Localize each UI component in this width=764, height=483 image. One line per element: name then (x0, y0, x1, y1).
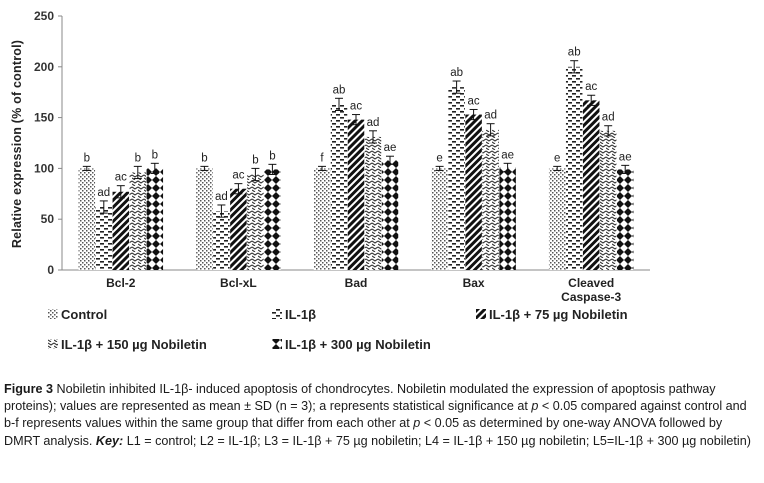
bar (548, 168, 566, 270)
legend: Control IL-1β IL-1β + 75 µg Nobiletin IL-1β… (48, 307, 628, 352)
caption-text-3: < 0.05 as determined by one-way ANOVA fo… (4, 416, 723, 448)
significance-label: b (252, 154, 258, 166)
category-label: Bcl-xL (220, 276, 257, 290)
bar (565, 66, 583, 270)
bar (213, 211, 230, 270)
significance-label: e (554, 152, 560, 164)
bar (465, 114, 482, 270)
y-axis-label: Relative expression (% of control) (10, 40, 24, 248)
bar (381, 160, 399, 270)
y-tick-label: 100 (34, 161, 54, 175)
legend-swatch (48, 339, 58, 349)
significance-label: ae (384, 142, 397, 154)
legend-swatch (48, 309, 58, 319)
legend-swatch (272, 309, 282, 319)
significance-label: ac (585, 81, 597, 93)
bar (448, 87, 465, 271)
y-tick-label: 50 (41, 212, 55, 226)
bar (330, 104, 348, 270)
significance-label: ab (450, 67, 463, 79)
category-label: Cleaved (568, 276, 614, 290)
bar-chart: Relative expression (% of control) 0 50 10… (10, 9, 650, 352)
bar (146, 168, 164, 270)
legend-label: IL-1β + 75 µg Nobiletin (489, 307, 628, 322)
y-tick-label: 200 (34, 60, 54, 74)
legend-label: IL-1β + 300 µg Nobiletin (285, 337, 431, 352)
bar (95, 207, 113, 270)
y-tick-label: 0 (47, 263, 54, 277)
legend-label: Control (61, 307, 107, 322)
bar (431, 168, 448, 270)
legend-label: IL-1β (285, 307, 316, 322)
significance-label: ad (97, 187, 110, 199)
significance-label: b (201, 152, 207, 164)
significance-label: ab (568, 47, 581, 59)
bar (264, 169, 281, 270)
significance-label: ab (333, 84, 346, 96)
significance-label: ae (501, 149, 514, 161)
significance-label: e (436, 152, 442, 164)
significance-label: ad (367, 117, 380, 129)
caption-text-1: Nobiletin inhibited IL-1β- induced apopt… (4, 382, 716, 414)
significance-label: ad (215, 191, 228, 203)
bar (599, 130, 617, 270)
bar (616, 169, 634, 270)
bar (364, 136, 382, 270)
category-label: Bax (463, 276, 485, 290)
caption-text-2: < 0.05 compared against control and b-f … (4, 399, 747, 431)
significance-label: ac (232, 170, 244, 182)
significance-label: b (152, 149, 158, 161)
legend-swatch (476, 309, 486, 319)
legend-swatch (272, 339, 282, 349)
bar (78, 168, 96, 270)
bar (247, 174, 264, 270)
legend-label: IL-1β + 150 µg Nobiletin (61, 337, 207, 352)
caption-key-label: Key: (95, 433, 124, 448)
caption-p-2: p (413, 416, 421, 431)
significance-label: ad (484, 110, 497, 122)
figure-label: Figure 3 (4, 382, 53, 396)
bar (313, 168, 331, 270)
bar (499, 167, 516, 270)
significance-label: b (269, 150, 275, 162)
y-tick-label: 250 (34, 9, 54, 23)
y-tick-label: 150 (34, 111, 54, 125)
caption-p-1: p (531, 399, 539, 414)
significance-label: ac (350, 101, 362, 113)
bar (582, 100, 600, 270)
category-label: Bad (345, 276, 368, 290)
significance-label: b (84, 152, 90, 164)
significance-label: ae (619, 151, 632, 163)
significance-label: ad (602, 112, 615, 124)
significance-label: b (135, 152, 141, 164)
significance-label: ac (115, 172, 127, 184)
significance-label: ac (468, 95, 480, 107)
bar (112, 191, 130, 270)
category-label: Caspase-3 (561, 290, 621, 304)
bar (347, 119, 365, 270)
figure-caption: Figure 3 Nobiletin inhibited IL-1β- indu… (4, 381, 760, 450)
bar (196, 168, 213, 270)
category-label: Bcl-2 (106, 276, 136, 290)
bar (482, 129, 499, 270)
caption-text-4: L1 = control; L2 = IL-1β; L3 = IL-1β + 7… (123, 433, 751, 448)
significance-label: f (320, 152, 324, 164)
bar (129, 172, 147, 270)
bar (230, 188, 247, 270)
